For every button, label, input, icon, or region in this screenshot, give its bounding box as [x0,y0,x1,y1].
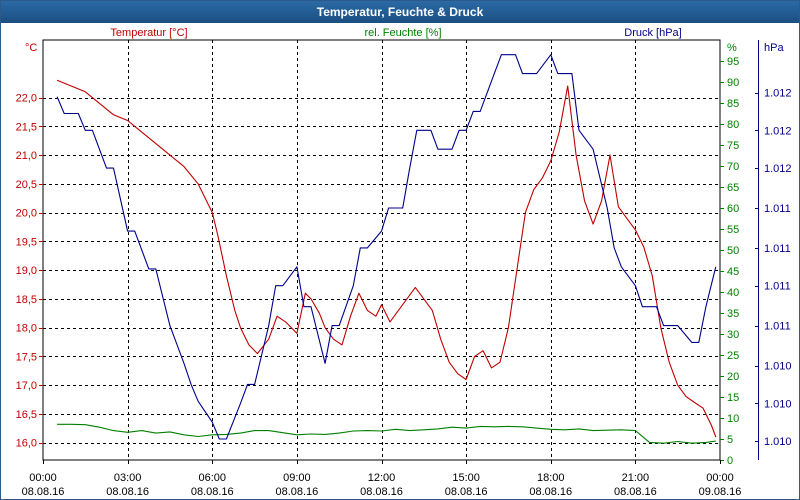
humidity-tick-label: 65 [727,182,739,194]
pressure-tick-label: 1.011 [764,281,791,293]
series-line-temperature [56,79,717,438]
x-date-label: 08.08.16 [614,486,657,498]
temperature-tick-label: 18,0 [16,323,37,335]
pressure-tick-label: 1.010 [764,436,792,448]
x-time-label: 18:00 [537,472,565,484]
humidity-tick-label: 55 [727,224,739,236]
humidity-tick-label: 45 [727,266,739,278]
pressure-header: Druck [hPa] [624,27,681,39]
humidity-tick-label: 70 [727,161,739,173]
x-date-label: 08.08.16 [445,486,488,498]
humidity-tick-label: 75 [727,140,739,152]
humidity-tick-label: 80 [727,119,739,131]
pressure-tick-label: 1.010 [764,361,792,373]
plot-area [42,39,721,461]
humidity-tick-label: 15 [727,392,739,404]
humidity-tick-label: 50 [727,245,739,257]
x-date-label: 08.08.16 [529,486,572,498]
humidity-tick-label: 60 [727,203,739,215]
grid-lines [42,39,721,461]
temperature-tick-label: 18,5 [16,294,37,306]
x-date-label: 09.08.16 [699,486,742,498]
series-layer [56,54,717,444]
x-time-label: 12:00 [368,472,396,484]
humidity-unit: % [727,42,737,54]
temperature-tick-label: 16,0 [16,438,37,450]
pressure-tick-label: 1.011 [764,243,791,255]
humidity-tick-label: 20 [727,371,739,383]
window-title: Temperatur, Feuchte & Druck [1,1,799,23]
humidity-tick-label: 35 [727,308,739,320]
x-time-label: 09:00 [283,472,311,484]
pressure-unit: hPa [764,42,784,54]
humidity-tick-label: 25 [727,350,739,362]
x-time-label: 06:00 [198,472,226,484]
axes-layer [39,40,759,464]
series-line-pressure [56,54,717,440]
labels-layer: 16,0 16,5 17,0 17,5 18,0 18,5 19,0 19,5 20,0 20,5… [16,27,792,498]
pressure-tick-label: 1.012 [764,88,792,100]
humidity-tick-label: 5 [727,434,733,446]
temperature-tick-label: 17,5 [16,351,37,363]
pressure-tick-label: 1.011 [764,203,791,215]
x-time-label: 21:00 [622,472,650,484]
temperature-unit: °C [25,42,37,54]
x-date-label: 08.08.16 [106,486,149,498]
humidity-tick-label: 85 [727,98,739,110]
temperature-tick-label: 22,0 [16,93,37,105]
humidity-tick-label: 95 [727,56,739,68]
temperature-tick-label: 21,0 [16,150,37,162]
humidity-header: rel. Feuchte [%] [364,27,441,39]
x-time-label: 15:00 [452,472,480,484]
pressure-tick-label: 1.012 [764,125,792,137]
temperature-tick-label: 20,0 [16,208,37,220]
humidity-tick-label: 0 [727,455,733,467]
pressure-tick-label: 1.012 [764,163,792,175]
temperature-tick-label: 19,0 [16,265,37,277]
x-date-label: 08.08.16 [275,486,318,498]
x-time-label: 00:00 [29,472,57,484]
pressure-tick-label: 1.011 [764,321,791,333]
humidity-tick-label: 30 [727,329,739,341]
temperature-header: Temperatur [°C] [110,27,187,39]
pressure-tick-label: 1.010 [764,398,792,410]
temperature-tick-label: 17,0 [16,380,37,392]
x-date-label: 08.08.16 [191,486,234,498]
temperature-tick-label: 21,5 [16,121,37,133]
x-date-label: 08.08.16 [360,486,403,498]
temperature-tick-label: 20,5 [16,179,37,191]
series-line-humidity [57,423,716,444]
temperature-tick-label: 19,5 [16,236,37,248]
x-time-label: 03:00 [114,472,142,484]
x-date-label: 08.08.16 [22,486,65,498]
x-time-label: 00:00 [706,472,734,484]
humidity-tick-label: 10 [727,413,739,425]
humidity-tick-label: 40 [727,287,739,299]
humidity-tick-label: 90 [727,77,739,89]
temperature-tick-label: 16,5 [16,409,37,421]
